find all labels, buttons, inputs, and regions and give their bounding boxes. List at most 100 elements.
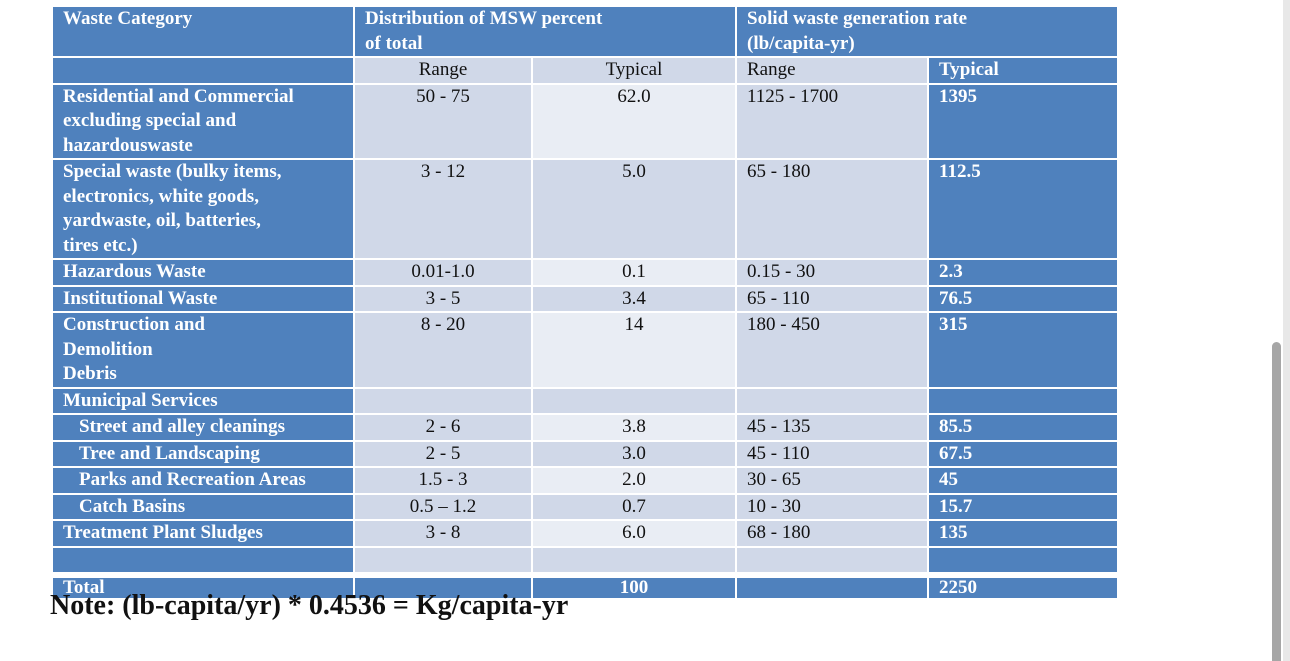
category-line: Municipal Services	[63, 389, 218, 411]
cell-dist-range: 0.01-1.0	[355, 260, 531, 285]
table-row: Tree and Landscaping 2 - 5 3.0 45 - 110 67.5	[53, 441, 1117, 466]
table-row	[53, 547, 1117, 573]
conversion-note: Note: (lb-capita/yr) * 0.4536 = Kg/capit…	[50, 590, 569, 621]
cell-gen-range: 1125 - 1700	[737, 84, 927, 158]
header-distribution: Distribution of MSW percent of total	[355, 7, 735, 56]
cell-gen-typical: 2.3	[929, 260, 1117, 285]
cell-gen-range: 65 - 110	[737, 286, 927, 311]
table-row: Institutional Waste 3 - 5 3.4 65 - 110 76.5	[53, 286, 1117, 311]
category-line: Hazardous Waste	[63, 261, 206, 282]
header-waste-category: Waste Category	[53, 7, 353, 56]
subheader-gen-range: Range	[737, 58, 927, 83]
msw-table: Waste Category Distribution of MSW perce…	[51, 5, 1119, 600]
table-row: Construction and Demolition Debris 8 - 20 14…	[53, 313, 1117, 387]
cell-dist-range: 8 - 20	[355, 313, 531, 387]
cell-dist-typical: 0.1	[533, 260, 735, 285]
cell-dist-typical: 5.0	[533, 160, 735, 258]
cell-dist-typical: 14	[533, 313, 735, 387]
cell-category: Residential and Commercial excluding spec…	[53, 84, 353, 158]
category-line: yardwaste, oil, batteries,	[63, 210, 261, 231]
category-line: Demolition	[63, 338, 153, 360]
category-line: electronics, white goods,	[63, 185, 259, 207]
cell-category: Tree and Landscaping	[53, 441, 353, 466]
cell-gen-range: 45 - 135	[737, 415, 927, 440]
cell-gen-typical: 135	[929, 521, 1117, 546]
cell-gen-range: 10 - 30	[737, 494, 927, 519]
category-line: Street and alley cleanings	[79, 416, 286, 437]
cell-dist-typical: 62.0	[533, 84, 735, 158]
table-row: Hazardous Waste 0.01-1.0 0.1 0.15 - 30 2.3	[53, 260, 1117, 285]
header-distribution-line2: of total	[365, 32, 423, 54]
cell-gen-range	[737, 547, 927, 572]
total-dist-range	[355, 578, 531, 598]
cell-dist-range: 3 - 5	[355, 286, 531, 311]
cell-gen-typical: 45	[929, 468, 1117, 493]
cell-gen-range: 30 - 65	[737, 468, 927, 493]
header-distribution-line1: Distribution of MSW percent	[365, 8, 603, 29]
scrollbar-track[interactable]	[1283, 0, 1290, 661]
cell-dist-range	[355, 547, 531, 572]
subheader-dist-range: Range	[355, 58, 531, 83]
cell-gen-typical: 315	[929, 313, 1117, 387]
total-gen-typical: 2250	[929, 578, 1117, 598]
table-row: Street and alley cleanings 2 - 6 3.8 45 - 1…	[53, 415, 1117, 440]
cell-gen-range: 45 - 110	[737, 441, 927, 466]
category-line: Residential and Commercial	[63, 85, 294, 107]
category-line: Tree and Landscaping	[79, 442, 260, 464]
category-line	[63, 548, 353, 573]
cell-gen-typical	[929, 547, 1117, 572]
cell-gen-typical: 85.5	[929, 415, 1117, 440]
cell-dist-range: 3 - 12	[355, 160, 531, 258]
category-line: Special waste (bulky items,	[63, 161, 282, 182]
subheader-gen-typical: Typical	[929, 58, 1117, 83]
cell-category: Catch Basins	[53, 494, 353, 519]
cell-dist-typical	[533, 388, 735, 413]
cell-dist-range: 1.5 - 3	[355, 468, 531, 493]
cell-gen-range: 180 - 450	[737, 313, 927, 387]
cell-dist-typical	[533, 547, 735, 572]
cell-dist-typical: 6.0	[533, 521, 735, 546]
table-row: Parks and Recreation Areas 1.5 - 3 2.0 30 -…	[53, 468, 1117, 493]
cell-dist-range: 2 - 5	[355, 441, 531, 466]
header-category-text: Waste Category	[63, 8, 193, 29]
cell-category: Municipal Services	[53, 388, 353, 413]
table-row: Residential and Commercial excluding spec…	[53, 84, 1117, 158]
cell-gen-typical: 76.5	[929, 286, 1117, 311]
table-row: Municipal Services	[53, 388, 1117, 413]
table-row: Special waste (bulky items, electronics, …	[53, 160, 1117, 258]
subheader-empty	[53, 58, 353, 83]
category-line: Debris	[63, 363, 117, 384]
cell-dist-range: 3 - 8	[355, 521, 531, 546]
total-label: Total	[53, 578, 353, 598]
cell-category: Institutional Waste	[53, 286, 353, 311]
cell-dist-range: 2 - 6	[355, 415, 531, 440]
cell-dist-typical: 3.8	[533, 415, 735, 440]
category-line: Treatment Plant Sludges	[63, 522, 263, 543]
category-line: excluding special and	[63, 110, 237, 131]
category-line: Parks and Recreation Areas	[79, 469, 306, 490]
cell-category: Hazardous Waste	[53, 260, 353, 285]
cell-gen-range	[737, 388, 927, 413]
cell-gen-range: 0.15 - 30	[737, 260, 927, 285]
cell-dist-typical: 3.0	[533, 441, 735, 466]
header-generation-line1: Solid waste generation rate	[747, 8, 968, 29]
cell-gen-typical: 112.5	[929, 160, 1117, 258]
cell-dist-range: 50 - 75	[355, 84, 531, 158]
category-line: tires etc.)	[63, 234, 138, 256]
cell-gen-range: 65 - 180	[737, 160, 927, 258]
category-line: Construction and	[63, 314, 205, 335]
total-gen-range	[737, 578, 927, 598]
category-line: Catch Basins	[79, 495, 186, 517]
subheader-dist-typical: Typical	[533, 58, 735, 83]
cell-category: Construction and Demolition Debris	[53, 313, 353, 387]
category-line: Institutional Waste	[63, 287, 218, 309]
cell-category	[53, 547, 353, 573]
total-row: Total 100 2250	[53, 578, 1117, 598]
cell-gen-typical	[929, 388, 1117, 413]
cell-gen-range: 68 - 180	[737, 521, 927, 546]
cell-dist-range: 0.5 – 1.2	[355, 494, 531, 519]
scrollbar-thumb[interactable]	[1272, 342, 1281, 661]
total-dist-typical: 100	[533, 578, 735, 598]
cell-dist-typical: 2.0	[533, 468, 735, 493]
spacer-row	[53, 574, 1117, 576]
